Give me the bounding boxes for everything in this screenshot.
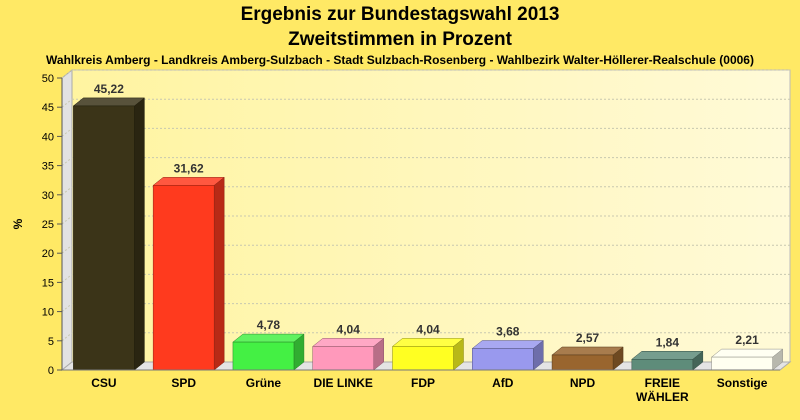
chart-title-line-2: Zweitstimmen in Prozent <box>288 29 512 50</box>
y-tick-label: 30 <box>42 190 54 202</box>
bar-top <box>631 351 704 360</box>
bar-side <box>213 176 225 371</box>
data-label: 2,21 <box>735 333 759 347</box>
bar-side <box>134 97 145 371</box>
chart-subtitle: Wahlkreis Amberg - Landkreis Amberg-Sulz… <box>46 53 754 67</box>
bar-top <box>72 97 146 107</box>
data-label: 4,78 <box>257 318 281 332</box>
data-label: 2,57 <box>576 331 600 345</box>
bar-top <box>551 346 624 356</box>
x-tick-label: AfD <box>492 376 514 390</box>
bar <box>711 356 773 371</box>
y-tick-label: 15 <box>42 277 54 289</box>
data-label: 3,68 <box>496 325 520 339</box>
x-tick-label: SPD <box>171 376 196 390</box>
x-tick-label: NPD <box>570 376 596 390</box>
data-label: 4,04 <box>337 322 361 336</box>
data-label: 31,62 <box>174 161 204 175</box>
bar-top <box>710 348 784 358</box>
bar-top <box>232 333 305 343</box>
y-tick-label: 50 <box>42 73 54 85</box>
y-tick-label: 10 <box>42 307 54 319</box>
bar <box>232 341 295 371</box>
x-tick-label: Sonstige <box>717 376 768 390</box>
y-tick-label: 20 <box>42 248 54 260</box>
x-tick-label: DIE LINKE <box>314 376 373 390</box>
bar <box>392 346 454 371</box>
bar <box>152 185 215 371</box>
data-label: 1,84 <box>656 335 680 349</box>
plot-side-wall <box>61 68 73 372</box>
x-tick-label: FDP <box>411 376 435 390</box>
bar-top <box>152 177 225 186</box>
data-label: 45,22 <box>94 82 124 96</box>
bar <box>472 348 534 371</box>
x-tick-label: CSU <box>91 376 116 390</box>
x-tick-label: Grüne <box>246 376 282 390</box>
bar-top <box>391 338 465 347</box>
data-label: 4,04 <box>416 322 440 336</box>
y-axis-label: % <box>11 218 25 229</box>
chart-title: Ergebnis zur Bundestagswahl 2013 <box>240 4 560 25</box>
y-tick-label: 5 <box>48 336 54 348</box>
bar <box>631 359 694 371</box>
bar <box>551 354 614 371</box>
y-tick-label: 0 <box>48 365 54 377</box>
y-tick-label: 40 <box>42 131 54 143</box>
y-tick-label: 35 <box>42 161 54 173</box>
bar <box>73 105 135 371</box>
bar <box>312 346 374 371</box>
x-tick-label: FREIE WÄHLER <box>636 376 689 404</box>
bar-top <box>471 340 544 349</box>
y-tick-label: 25 <box>42 219 54 231</box>
y-tick-label: 45 <box>42 102 54 114</box>
bar-top <box>312 338 385 347</box>
